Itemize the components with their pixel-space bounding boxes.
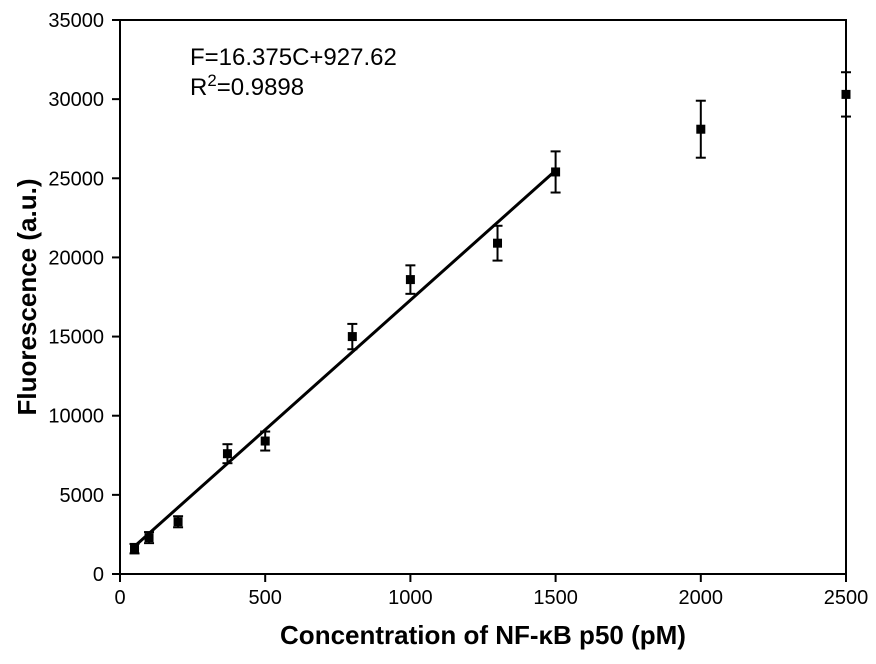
svg-text:1000: 1000: [388, 587, 433, 609]
svg-text:500: 500: [249, 587, 282, 609]
svg-text:30000: 30000: [48, 89, 104, 111]
svg-text:2000: 2000: [679, 587, 724, 609]
svg-text:10000: 10000: [48, 406, 104, 428]
svg-text:Fluorescence (a.u.): Fluorescence (a.u.): [12, 179, 42, 416]
svg-text:1500: 1500: [533, 587, 578, 609]
svg-text:0: 0: [114, 587, 125, 609]
svg-text:25000: 25000: [48, 168, 104, 190]
svg-text:5000: 5000: [60, 485, 105, 507]
chart-container: 0500100015002000250005000100001500020000…: [0, 0, 876, 664]
r-squared: R2=0.9898: [190, 71, 304, 102]
svg-text:Concentration of NF-κB p50 (pM: Concentration of NF-κB p50 (pM): [280, 620, 686, 650]
calibration-chart: 0500100015002000250005000100001500020000…: [0, 0, 876, 664]
svg-text:2500: 2500: [824, 587, 869, 609]
fit-equation: F=16.375C+927.62: [190, 44, 397, 71]
svg-text:35000: 35000: [48, 10, 104, 32]
svg-text:15000: 15000: [48, 327, 104, 349]
svg-text:20000: 20000: [48, 247, 104, 269]
svg-text:0: 0: [93, 564, 104, 586]
